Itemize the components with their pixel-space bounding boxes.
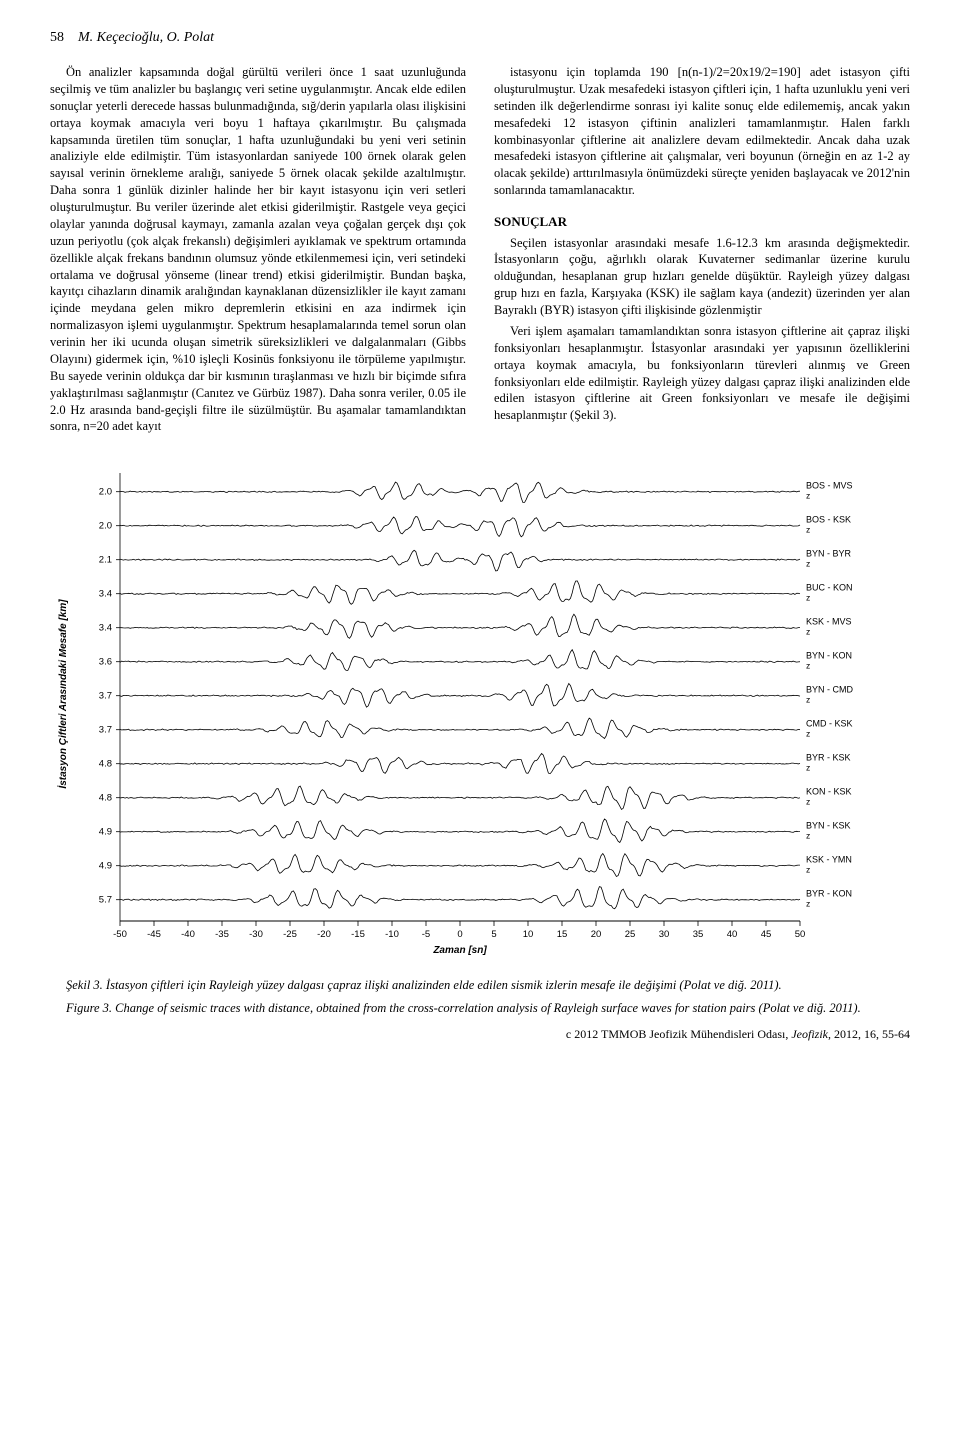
svg-text:BYN - CMD: BYN - CMD: [806, 685, 854, 695]
figure-3: 2.0BOS - MVSz2.0BOS - KSKz2.1BYN - BYRz3…: [50, 463, 910, 961]
figure-caption-en: Figure 3. Change of seismic traces with …: [50, 1000, 910, 1017]
svg-text:z: z: [806, 865, 810, 875]
svg-text:z: z: [806, 729, 810, 739]
svg-text:4.8: 4.8: [99, 793, 112, 804]
svg-text:-25: -25: [283, 929, 297, 940]
svg-text:KON - KSK: KON - KSK: [806, 787, 852, 797]
left-paragraph-1: Ön analizler kapsamında doğal gürültü ve…: [50, 64, 466, 435]
svg-text:-40: -40: [181, 929, 195, 940]
svg-text:z: z: [806, 695, 810, 705]
svg-text:z: z: [806, 559, 810, 569]
svg-text:3.7: 3.7: [99, 691, 112, 702]
svg-text:BYR - KSK: BYR - KSK: [806, 753, 851, 763]
svg-text:z: z: [806, 491, 810, 501]
svg-text:2.0: 2.0: [99, 521, 112, 532]
svg-text:z: z: [806, 763, 810, 773]
svg-text:BYN - KON: BYN - KON: [806, 651, 852, 661]
svg-text:z: z: [806, 831, 810, 841]
left-column: Ön analizler kapsamında doğal gürültü ve…: [50, 64, 466, 439]
svg-text:10: 10: [523, 929, 534, 940]
section-heading-sonuclar: SONUÇLAR: [494, 213, 910, 231]
svg-text:3.4: 3.4: [99, 589, 112, 600]
page-header: 58 M. Keçecioğlu, O. Polat: [50, 30, 910, 46]
svg-text:z: z: [806, 797, 810, 807]
svg-text:BYN - KSK: BYN - KSK: [806, 821, 851, 831]
svg-text:0: 0: [457, 929, 462, 940]
svg-text:4.9: 4.9: [99, 861, 112, 872]
seismic-traces-chart: 2.0BOS - MVSz2.0BOS - KSKz2.1BYN - BYRz3…: [50, 463, 870, 961]
svg-text:45: 45: [761, 929, 772, 940]
svg-text:Zaman [sn]: Zaman [sn]: [432, 945, 487, 956]
right-paragraph-2: Seçilen istasyonlar arasındaki mesafe 1.…: [494, 235, 910, 319]
svg-text:z: z: [806, 525, 810, 535]
right-paragraph-1: istasyonu için toplamda 190 [n(n-1)/2=20…: [494, 64, 910, 199]
svg-text:40: 40: [727, 929, 738, 940]
svg-text:3.4: 3.4: [99, 623, 112, 634]
svg-text:KSK - YMN: KSK - YMN: [806, 855, 852, 865]
right-column: istasyonu için toplamda 190 [n(n-1)/2=20…: [494, 64, 910, 439]
svg-text:-15: -15: [351, 929, 365, 940]
svg-text:BYR - KON: BYR - KON: [806, 889, 852, 899]
svg-text:-50: -50: [113, 929, 127, 940]
svg-text:4.9: 4.9: [99, 827, 112, 838]
svg-text:KSK - MVS: KSK - MVS: [806, 617, 852, 627]
svg-text:z: z: [806, 593, 810, 603]
svg-text:-20: -20: [317, 929, 331, 940]
svg-text:BOS - KSK: BOS - KSK: [806, 515, 851, 525]
svg-text:z: z: [806, 899, 810, 909]
svg-text:25: 25: [625, 929, 636, 940]
svg-text:3.7: 3.7: [99, 725, 112, 736]
svg-text:5: 5: [491, 929, 496, 940]
page-number: 58: [50, 30, 64, 46]
two-column-body: Ön analizler kapsamında doğal gürültü ve…: [50, 64, 910, 439]
svg-text:-10: -10: [385, 929, 399, 940]
svg-text:5.7: 5.7: [99, 895, 112, 906]
svg-text:z: z: [806, 627, 810, 637]
footer-prefix: c 2012 TMMOB Jeofizik Mühendisleri Odası…: [566, 1027, 791, 1041]
svg-text:CMD - KSK: CMD - KSK: [806, 719, 853, 729]
page-footer: c 2012 TMMOB Jeofizik Mühendisleri Odası…: [50, 1027, 910, 1042]
svg-text:-5: -5: [422, 929, 430, 940]
svg-text:İstasyon Çiftleri Arasındaki M: İstasyon Çiftleri Arasındaki Mesafe [km]: [56, 599, 69, 789]
svg-text:BUC - KON: BUC - KON: [806, 583, 853, 593]
footer-suffix: , 2012, 16, 55-64: [828, 1027, 910, 1041]
figure-caption-tr: Şekil 3. İstasyon çiftleri için Rayleigh…: [50, 977, 910, 994]
svg-text:3.6: 3.6: [99, 657, 112, 668]
svg-text:50: 50: [795, 929, 806, 940]
svg-text:15: 15: [557, 929, 568, 940]
footer-journal: Jeofizik: [791, 1027, 828, 1041]
svg-text:BOS - MVS: BOS - MVS: [806, 481, 853, 491]
svg-text:20: 20: [591, 929, 602, 940]
svg-text:z: z: [806, 661, 810, 671]
caption-tr-text: Şekil 3. İstasyon çiftleri için Rayleigh…: [66, 978, 782, 992]
svg-text:30: 30: [659, 929, 670, 940]
right-paragraph-3: Veri işlem aşamaları tamamlandıktan sonr…: [494, 323, 910, 424]
svg-text:2.1: 2.1: [99, 555, 112, 566]
svg-text:-35: -35: [215, 929, 229, 940]
authors: M. Keçecioğlu, O. Polat: [78, 30, 214, 46]
svg-text:4.8: 4.8: [99, 759, 112, 770]
svg-text:35: 35: [693, 929, 704, 940]
svg-text:2.0: 2.0: [99, 487, 112, 498]
caption-en-text: Figure 3. Change of seismic traces with …: [66, 1001, 861, 1015]
svg-text:BYN - BYR: BYN - BYR: [806, 549, 852, 559]
svg-text:-30: -30: [249, 929, 263, 940]
svg-text:-45: -45: [147, 929, 161, 940]
